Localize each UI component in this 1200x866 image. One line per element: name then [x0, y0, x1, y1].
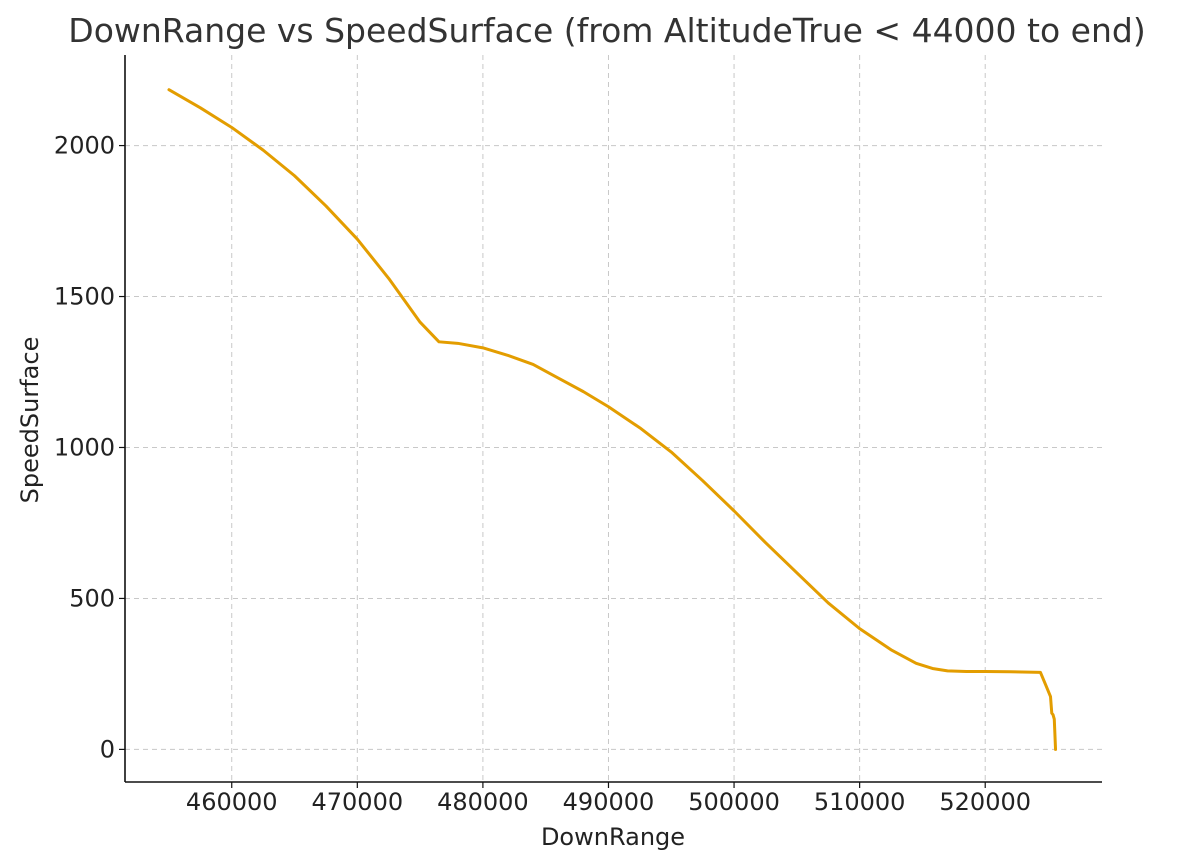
x-tick-label: 510000 — [814, 788, 906, 816]
y-tick-label: 500 — [69, 584, 115, 612]
x-ticks: 460000 470000 480000 490000 500000 510000 5200… — [186, 782, 1031, 816]
x-tick-label: 520000 — [939, 788, 1031, 816]
chart-title: DownRange vs SpeedSurface (from Altitude… — [68, 11, 1145, 50]
series-line-speedsurface — [167, 88, 1058, 751]
axes — [124, 55, 1102, 783]
y-tick-label: 2000 — [54, 132, 115, 160]
y-ticks: 0 500 1000 1500 2000 — [54, 132, 125, 763]
x-tick-label: 480000 — [437, 788, 529, 816]
y-axis-label: SpeedSurface — [16, 337, 44, 504]
y-tick-label: 0 — [100, 735, 115, 763]
series-layer — [167, 88, 1058, 751]
x-tick-label: 470000 — [312, 788, 404, 816]
x-tick-label: 500000 — [688, 788, 780, 816]
y-tick-label: 1500 — [54, 283, 115, 311]
x-axis-label: DownRange — [541, 823, 685, 851]
x-tick-label: 460000 — [186, 788, 278, 816]
grid — [125, 55, 1102, 782]
x-tick-label: 490000 — [563, 788, 655, 816]
y-tick-label: 1000 — [54, 433, 115, 461]
